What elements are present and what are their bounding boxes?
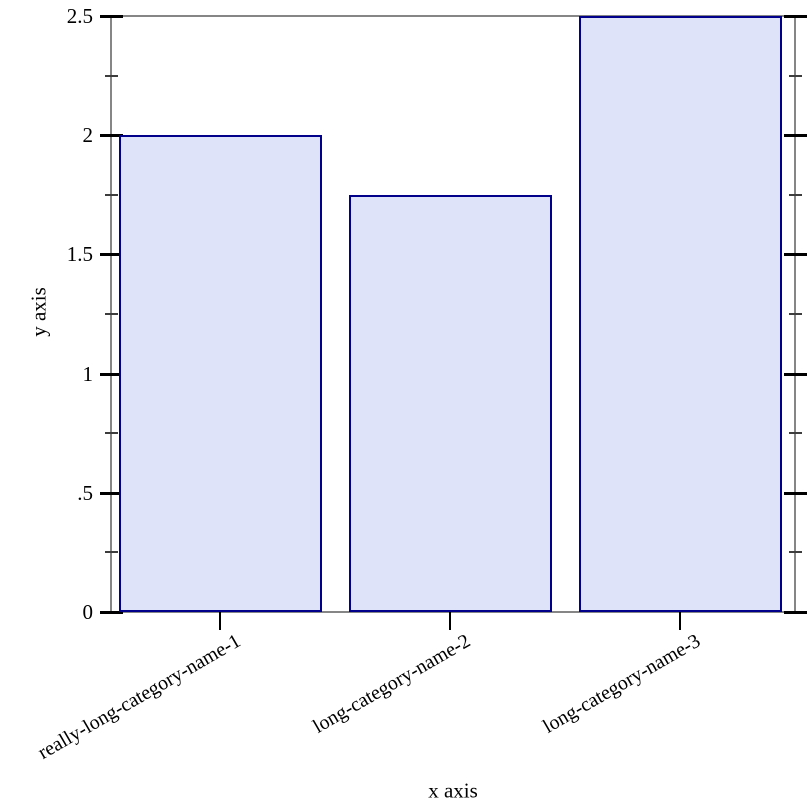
y-tick-major <box>100 372 123 376</box>
y-tick-minor <box>789 313 802 315</box>
y-tick-label: 0 <box>82 600 94 624</box>
y-tick-major <box>784 253 807 257</box>
plot-border-top <box>110 15 796 17</box>
y-tick-major <box>100 611 123 614</box>
y-tick-major <box>100 134 123 138</box>
y-tick-minor <box>789 193 802 196</box>
y-tick-minor <box>105 313 118 315</box>
y-tick-label: .5 <box>77 480 93 505</box>
y-tick-major <box>100 491 123 495</box>
x-axis-title: x axis <box>428 778 478 803</box>
x-tick <box>219 612 221 630</box>
bar <box>118 135 322 612</box>
y-tick-minor <box>789 551 802 554</box>
category-label: long-category-name-2 <box>309 629 475 738</box>
y-tick-minor <box>105 74 118 77</box>
y-tick-label: 1.5 <box>66 242 93 267</box>
y-tick-minor <box>789 432 802 435</box>
category-label: really-long-category-name-1 <box>34 629 245 764</box>
y-tick-major <box>784 15 807 18</box>
y-tick-minor <box>105 551 118 554</box>
y-tick-minor <box>105 193 118 196</box>
y-tick-minor <box>105 432 118 435</box>
y-tick-major <box>784 134 807 138</box>
bar <box>348 194 552 612</box>
y-axis-title: y axis <box>26 287 51 337</box>
y-tick-major <box>784 372 807 376</box>
category-label: long-category-name-3 <box>539 629 705 738</box>
y-tick-major <box>100 15 123 18</box>
x-tick <box>679 612 681 630</box>
y-tick-label: 2.5 <box>66 4 93 28</box>
x-axis-line <box>110 611 796 613</box>
bar <box>578 16 782 612</box>
y-tick-label: 2 <box>82 123 94 148</box>
y-tick-major <box>784 611 807 614</box>
x-tick <box>449 612 451 630</box>
y-tick-minor <box>789 74 802 77</box>
y-tick-major <box>100 253 123 257</box>
y-tick-label: 1 <box>82 361 94 386</box>
y-tick-major <box>784 491 807 495</box>
